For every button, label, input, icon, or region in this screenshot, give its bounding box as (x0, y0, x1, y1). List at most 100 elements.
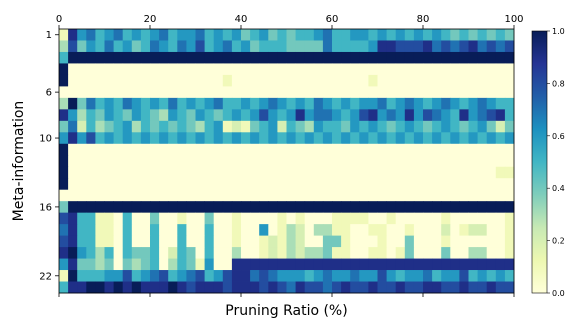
heatmap-cell (450, 120, 460, 133)
heatmap-cell (68, 166, 78, 179)
heatmap-cell (486, 178, 497, 191)
heatmap-cell (77, 97, 87, 110)
heatmap-cell (86, 40, 96, 53)
heatmap-cell (186, 132, 196, 145)
heatmap-cell (486, 29, 497, 41)
heatmap-cell (404, 97, 415, 110)
heatmap-cell (95, 97, 105, 110)
heatmap-cell (313, 224, 324, 237)
heatmap-cell (122, 224, 133, 237)
heatmap-cell (377, 120, 387, 133)
heatmap-cell (140, 247, 151, 259)
heatmap-cell (459, 63, 469, 76)
heatmap-cell (77, 281, 87, 294)
heatmap-cell (341, 74, 351, 87)
heatmap-cell (168, 51, 178, 64)
heatmap-cell (413, 29, 424, 41)
heatmap-cell (68, 86, 78, 99)
heatmap-cell (241, 29, 251, 41)
heatmap-cell (304, 155, 315, 168)
heatmap-cell (286, 166, 296, 179)
heatmap-cell (441, 247, 451, 259)
heatmap-cell (131, 74, 142, 87)
heatmap-cell (140, 166, 151, 179)
heatmap-cell (413, 189, 424, 202)
heatmap-cell (368, 189, 378, 202)
heatmap-cell (341, 132, 351, 145)
heatmap-cell (450, 51, 460, 64)
heatmap-cell (122, 235, 133, 248)
heatmap-cell (168, 281, 178, 294)
heatmap-cell (313, 247, 324, 259)
heatmap-cell (277, 40, 287, 53)
heatmap-cell (204, 247, 215, 259)
heatmap-cell (122, 258, 133, 271)
heatmap-cell (486, 63, 497, 76)
heatmap-cell (113, 143, 124, 156)
heatmap-cell (259, 281, 269, 294)
heatmap-cell (504, 258, 515, 271)
heatmap-cell (95, 63, 105, 76)
heatmap-cell (177, 120, 187, 133)
heatmap-cell (59, 166, 69, 179)
heatmap-cell (231, 235, 242, 248)
heatmap-cell (304, 120, 315, 133)
heatmap-cell (140, 270, 151, 282)
heatmap-cell (495, 178, 506, 191)
heatmap-cell (168, 120, 178, 133)
heatmap-cell (113, 120, 124, 133)
heatmap-cell (231, 109, 242, 122)
heatmap-cell (104, 97, 114, 110)
heatmap-cell (495, 201, 506, 214)
heatmap-cell (150, 189, 160, 202)
heatmap-cell (504, 143, 515, 156)
heatmap-cell (250, 86, 260, 99)
heatmap-cell (468, 281, 478, 294)
heatmap-cell (213, 270, 224, 282)
heatmap-cell (341, 189, 351, 202)
heatmap-cell (359, 40, 369, 53)
heatmap-cell (504, 97, 515, 110)
heatmap-cell (377, 247, 387, 259)
heatmap-cell (295, 109, 306, 122)
heatmap-cell (359, 224, 369, 237)
heatmap-cell (277, 29, 287, 41)
heatmap-cell (450, 74, 460, 87)
heatmap-cell (477, 189, 488, 202)
heatmap-cell (277, 109, 287, 122)
heatmap-cell (177, 235, 187, 248)
heatmap-cell (186, 29, 196, 41)
heatmap-cell (186, 270, 196, 282)
heatmap-cell (304, 40, 315, 53)
heatmap-cell (295, 178, 306, 191)
heatmap-cell (313, 86, 324, 99)
heatmap-cell (359, 132, 369, 145)
heatmap-cell (386, 143, 397, 156)
heatmap-cell (377, 29, 387, 41)
heatmap-cell (177, 166, 187, 179)
heatmap-cell (122, 155, 133, 168)
heatmap-cell (286, 109, 296, 122)
heatmap-cell (277, 201, 287, 214)
heatmap-cell (295, 40, 306, 53)
heatmap-cell (368, 132, 378, 145)
heatmap-cell (395, 86, 406, 99)
heatmap-cell (122, 63, 133, 76)
heatmap-cell (186, 281, 196, 294)
heatmap-cell (386, 166, 397, 179)
heatmap-cell (386, 132, 397, 145)
heatmap-cell (95, 166, 105, 179)
heatmap-cell (140, 281, 151, 294)
heatmap-cell (459, 189, 469, 202)
heatmap-cell (268, 143, 278, 156)
heatmap-cell (468, 97, 478, 110)
heatmap-cell (450, 109, 460, 122)
heatmap-cell (504, 51, 515, 64)
heatmap-cell (68, 40, 78, 53)
heatmap-cell (95, 247, 105, 259)
heatmap-cell (395, 29, 406, 41)
heatmap-cell (122, 166, 133, 179)
heatmap-cell (159, 166, 169, 179)
heatmap-cell (368, 120, 378, 133)
heatmap-cell (268, 247, 278, 259)
